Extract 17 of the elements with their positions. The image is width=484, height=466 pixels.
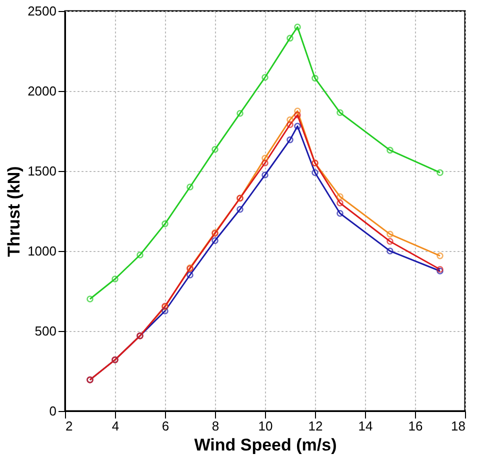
x-tick-label: 2 [66, 418, 73, 434]
y-tick-label: 1000 [28, 244, 56, 258]
x-tick-label: 14 [358, 418, 373, 434]
y-tick-label: 2500 [28, 4, 56, 18]
x-tick-label: 8 [212, 418, 220, 434]
x-tick-label: 12 [308, 418, 323, 434]
x-axis-title: Wind Speed (m/s) [194, 436, 337, 454]
y-tick-label: 0 [49, 404, 56, 418]
y-tick-label: 1500 [28, 164, 56, 178]
y-tick-label: 500 [34, 324, 56, 338]
x-tick-label: 4 [112, 418, 120, 434]
x-tick-label: 6 [162, 418, 170, 434]
x-tick-label: 10 [258, 418, 273, 434]
x-tick-label: 18 [451, 418, 466, 434]
y-axis-title: Thrust (kN) [4, 166, 24, 257]
y-tick-label: 2000 [28, 84, 56, 98]
x-tick-label: 16 [408, 418, 423, 434]
